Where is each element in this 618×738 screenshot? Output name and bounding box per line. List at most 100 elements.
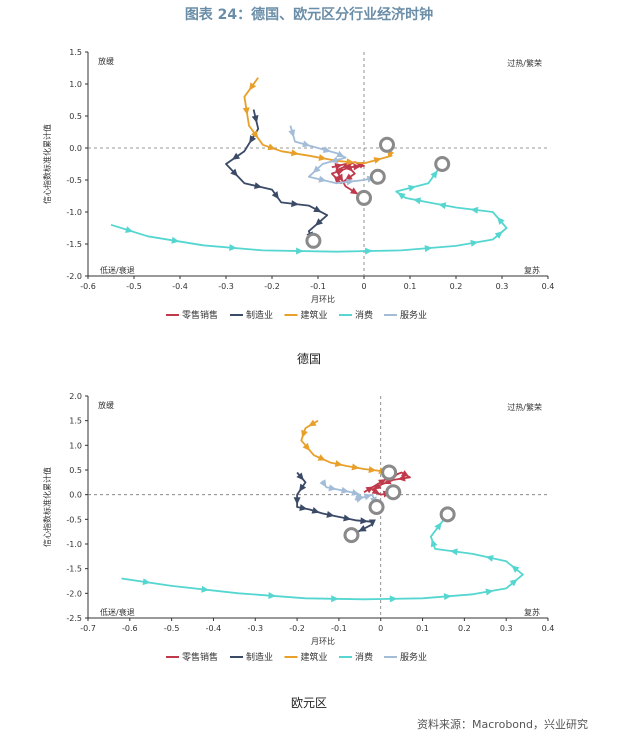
y-axis-label: 信心指数标准化累计值	[42, 467, 52, 547]
x-tick-label: 0.4	[542, 624, 555, 633]
end-marker-services	[369, 168, 386, 185]
y-tick-label: 1.0	[69, 80, 82, 89]
series-arrow-consumption	[424, 244, 433, 252]
series-arrow-retail	[373, 482, 382, 490]
end-marker-construction	[381, 464, 398, 481]
legend-label-construction: 建筑业	[301, 651, 328, 663]
x-tick-label: 0.1	[416, 624, 429, 633]
quadrant-label-top-left: 放缓	[98, 56, 114, 66]
x-tick-label: -0.1	[310, 282, 326, 291]
series-arrow-consumption	[268, 592, 276, 600]
series-arrow-retail	[349, 187, 359, 195]
series-line-construction	[300, 419, 390, 474]
legend-label-services: 服务业	[400, 309, 427, 321]
series-arrow-retail	[333, 175, 342, 184]
quadrant-label-top-left: 放缓	[98, 400, 114, 410]
series-arrow-retail	[341, 161, 351, 168]
series-arrow-manufacturing	[311, 507, 320, 514]
series-arrow-construction	[368, 466, 377, 474]
series-arrow-consumption	[229, 244, 237, 251]
y-tick-label: 0.0	[69, 144, 82, 153]
x-tick-label: 0.1	[404, 282, 417, 291]
series-arrow-consumption	[331, 595, 339, 603]
y-tick-label: -1.5	[66, 240, 82, 249]
series-arrow-manufacturing	[253, 182, 263, 190]
legend-label-retail: 零售销售	[182, 309, 218, 321]
x-tick-label: -0.5	[126, 282, 142, 291]
series-arrow-retail	[365, 486, 374, 494]
series-line-manufacturing	[296, 471, 374, 536]
series-arrow-manufacturing	[313, 205, 322, 213]
series-arrow-consumption	[296, 247, 304, 255]
series-arrow-manufacturing	[291, 200, 299, 208]
source-note: 资料来源：Macrobond，兴业研究	[417, 718, 588, 731]
series-arrow-services	[363, 493, 373, 501]
legend-label-consumption: 消费	[355, 309, 373, 321]
y-axis-label: 信心指数标准化累计值	[42, 124, 52, 204]
quadrant-label-bottom-left: 低迷/衰退	[100, 265, 135, 275]
eurozone-caption: 欧元区	[290, 696, 327, 710]
legend-label-consumption: 消费	[355, 651, 373, 663]
legend-label-services: 服务业	[400, 651, 427, 663]
x-tick-label: 0	[378, 624, 383, 633]
end-marker-construction	[379, 136, 395, 153]
series-arrow-consumption	[509, 578, 518, 587]
series-arrow-consumption	[142, 578, 151, 586]
x-tick-label: -0.7	[80, 624, 96, 633]
end-marker-retail	[385, 484, 402, 501]
y-tick-label: -0.5	[66, 515, 82, 524]
series-arrow-services	[346, 178, 355, 186]
series-arrow-services	[312, 165, 321, 174]
series-arrow-consumption	[485, 554, 494, 562]
germany-chart: 1.5 1.0 0.5 0.0 -0.5 -1.0 -1.5 -2.0-0.6 -0.5 -0.4…	[42, 48, 554, 321]
y-tick-label: -0.5	[66, 176, 82, 185]
y-tick-label: -2.5	[66, 614, 82, 623]
series-arrow-services	[302, 140, 311, 148]
series-arrow-construction	[318, 154, 327, 162]
series-arrow-retail	[378, 479, 387, 486]
y-tick-label: 0.5	[69, 466, 82, 475]
series-arrow-manufacturing	[296, 472, 304, 481]
quadrant-label-top-right: 过热/繁荣	[507, 58, 542, 68]
series-arrow-consumption	[125, 226, 134, 233]
quadrant-label-top-right: 过热/繁荣	[507, 402, 542, 412]
series-arrow-consumption	[397, 192, 406, 200]
end-marker-manufacturing	[305, 232, 322, 249]
series-arrow-consumption	[470, 239, 479, 247]
series-arrow-consumption	[408, 184, 417, 192]
y-tick-label: -1.5	[66, 565, 82, 574]
quadrant-label-bottom-left: 低迷/衰退	[100, 607, 135, 617]
series-arrow-construction	[242, 107, 250, 116]
y-tick-label: 1.5	[69, 48, 82, 57]
x-tick-label: -0.1	[331, 624, 347, 633]
x-tick-label: -0.5	[164, 624, 180, 633]
series-arrow-consumption	[485, 588, 494, 596]
series-arrow-manufacturing	[299, 483, 307, 492]
series-arrow-retail	[371, 487, 380, 495]
series-arrow-manufacturing	[251, 114, 259, 124]
series-arrow-retail	[334, 162, 343, 170]
x-tick-label: -0.4	[206, 624, 222, 633]
series-arrow-construction	[267, 143, 276, 151]
series-arrow-construction	[248, 82, 257, 91]
series-arrow-consumption	[511, 565, 520, 573]
x-tick-label: -0.2	[264, 282, 280, 291]
x-axis-label: 月环比	[311, 636, 335, 646]
series-arrow-consumption	[443, 593, 452, 601]
x-tick-label: 0.3	[500, 624, 513, 633]
y-tick-label: 0.0	[69, 491, 82, 500]
series-arrow-manufacturing	[230, 168, 238, 177]
x-axis-label: 月环比	[311, 294, 335, 304]
series-arrow-retail	[397, 474, 406, 482]
series-arrow-consumption	[434, 522, 442, 531]
series-arrow-services	[322, 146, 332, 154]
series-arrow-manufacturing	[299, 504, 308, 511]
x-tick-label: -0.6	[80, 282, 96, 291]
x-tick-label: 0.2	[450, 282, 463, 291]
series-arrow-consumption	[438, 202, 447, 210]
series-arrow-manufacturing	[314, 218, 323, 226]
x-tick-label: -0.4	[172, 282, 188, 291]
series-line-construction	[243, 77, 393, 165]
series-arrow-consumption	[171, 236, 180, 244]
x-tick-label: -0.2	[289, 624, 305, 633]
